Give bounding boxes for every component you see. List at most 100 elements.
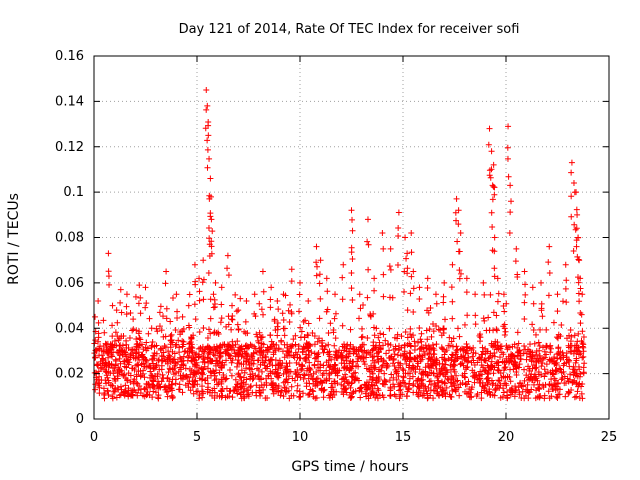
data-point [430,395,437,402]
data-point [254,333,261,340]
data-point [372,394,379,401]
data-point [331,365,338,372]
data-point [159,371,166,378]
spike-point [117,286,124,293]
spike-point [224,265,231,272]
spike-point [305,332,312,339]
data-point [134,361,141,368]
data-point [485,314,492,321]
spike-point [162,280,169,287]
data-point [434,379,441,386]
x-tick-label: 5 [193,430,201,445]
data-point [144,381,151,388]
data-point [132,293,139,300]
data-point [207,330,214,337]
data-point [245,358,252,365]
spike-point [142,304,149,311]
data-point [482,357,489,364]
data-point [518,394,525,401]
data-point [497,394,504,401]
data-point [110,349,117,356]
data-point [165,348,172,355]
spike-point [489,224,496,231]
spike-point [208,238,215,245]
spike-point [209,228,216,235]
data-point [161,343,168,350]
data-point [462,349,469,356]
data-point [350,370,357,377]
data-point [451,368,458,375]
data-point [494,382,501,389]
spike-point [204,146,211,153]
data-point [154,370,161,377]
data-point [371,382,378,389]
data-point [360,302,367,309]
data-point [109,353,116,360]
data-point [446,342,453,349]
spike-point [234,338,241,345]
data-point [546,356,553,363]
data-point [393,376,400,383]
data-point [260,386,267,393]
spike-point [410,285,417,292]
spike-point [577,320,584,327]
data-point [232,384,239,391]
data-point [245,393,252,400]
data-point [245,344,252,351]
data-point [261,362,268,369]
data-point [261,359,268,366]
data-point [155,357,162,364]
data-point [506,387,513,394]
data-point [143,339,150,346]
spike-point [242,318,249,325]
spike-point [530,300,537,307]
data-point [570,363,577,370]
data-point [502,363,509,370]
data-point [268,380,275,387]
spike-point [267,304,274,311]
data-point [442,316,449,323]
spike-point [370,324,377,331]
data-point [464,358,471,365]
data-point [168,331,175,338]
data-point [539,344,546,351]
data-point [143,357,150,364]
spike-point [449,298,456,305]
data-point [170,294,177,301]
data-point [121,348,128,355]
spike-point [313,272,320,279]
spike-point [205,225,212,232]
data-point [190,369,197,376]
data-point [578,390,585,397]
spike-point [416,296,423,303]
data-point [282,389,289,396]
data-point [141,363,148,370]
data-point [305,391,312,398]
data-point [524,381,531,388]
spike-point [304,341,311,348]
data-point [501,364,508,371]
data-point [404,341,411,348]
data-point [509,343,516,350]
data-point [283,376,290,383]
data-point [151,350,158,357]
spike-point [530,326,537,333]
data-point [350,343,357,350]
data-point [535,358,542,365]
spike-point [410,332,417,339]
data-point [226,342,233,349]
data-point [418,338,425,345]
data-point [228,359,235,366]
y-tick-label: 0.16 [55,49,84,64]
spike-point [403,255,410,262]
spike-point [454,238,461,245]
data-point [532,331,539,338]
spike-point [179,328,186,335]
data-point [204,334,211,341]
data-point [451,362,458,369]
data-point [403,354,410,361]
spike-point [207,213,214,220]
data-point [443,347,450,354]
data-point [297,374,304,381]
